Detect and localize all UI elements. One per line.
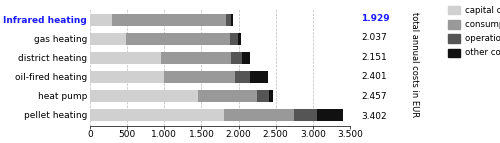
Bar [230, 33, 237, 45]
Text: 2.457: 2.457 [361, 92, 386, 101]
Bar [294, 109, 316, 121]
Text: 2.037: 2.037 [361, 33, 387, 42]
Bar [231, 14, 234, 26]
Bar [257, 90, 269, 102]
Bar [164, 71, 235, 83]
Bar [90, 52, 160, 64]
Text: total annual costs in EUR: total annual costs in EUR [410, 12, 420, 117]
Bar [126, 33, 230, 45]
Bar [235, 71, 250, 83]
Bar [250, 71, 268, 83]
Text: other costs: other costs [465, 48, 500, 57]
Text: consumptions costs: consumptions costs [465, 20, 500, 29]
Text: operation costs: operation costs [465, 34, 500, 43]
Bar [226, 14, 231, 26]
Text: 2.401: 2.401 [361, 73, 386, 82]
Bar [269, 90, 272, 102]
Bar [242, 52, 250, 64]
Text: 2.151: 2.151 [361, 53, 387, 62]
Bar [198, 90, 257, 102]
Text: 3.402: 3.402 [361, 112, 386, 121]
Bar [90, 90, 198, 102]
Bar [231, 52, 242, 64]
Bar [112, 14, 226, 26]
Text: capital costs: capital costs [465, 6, 500, 14]
Bar [90, 109, 224, 121]
Bar [238, 33, 242, 45]
Bar [224, 109, 294, 121]
Bar [316, 109, 342, 121]
Bar [90, 71, 164, 83]
Text: 1.929: 1.929 [361, 14, 390, 23]
Bar [160, 52, 231, 64]
Bar [90, 33, 126, 45]
Bar [90, 14, 112, 26]
